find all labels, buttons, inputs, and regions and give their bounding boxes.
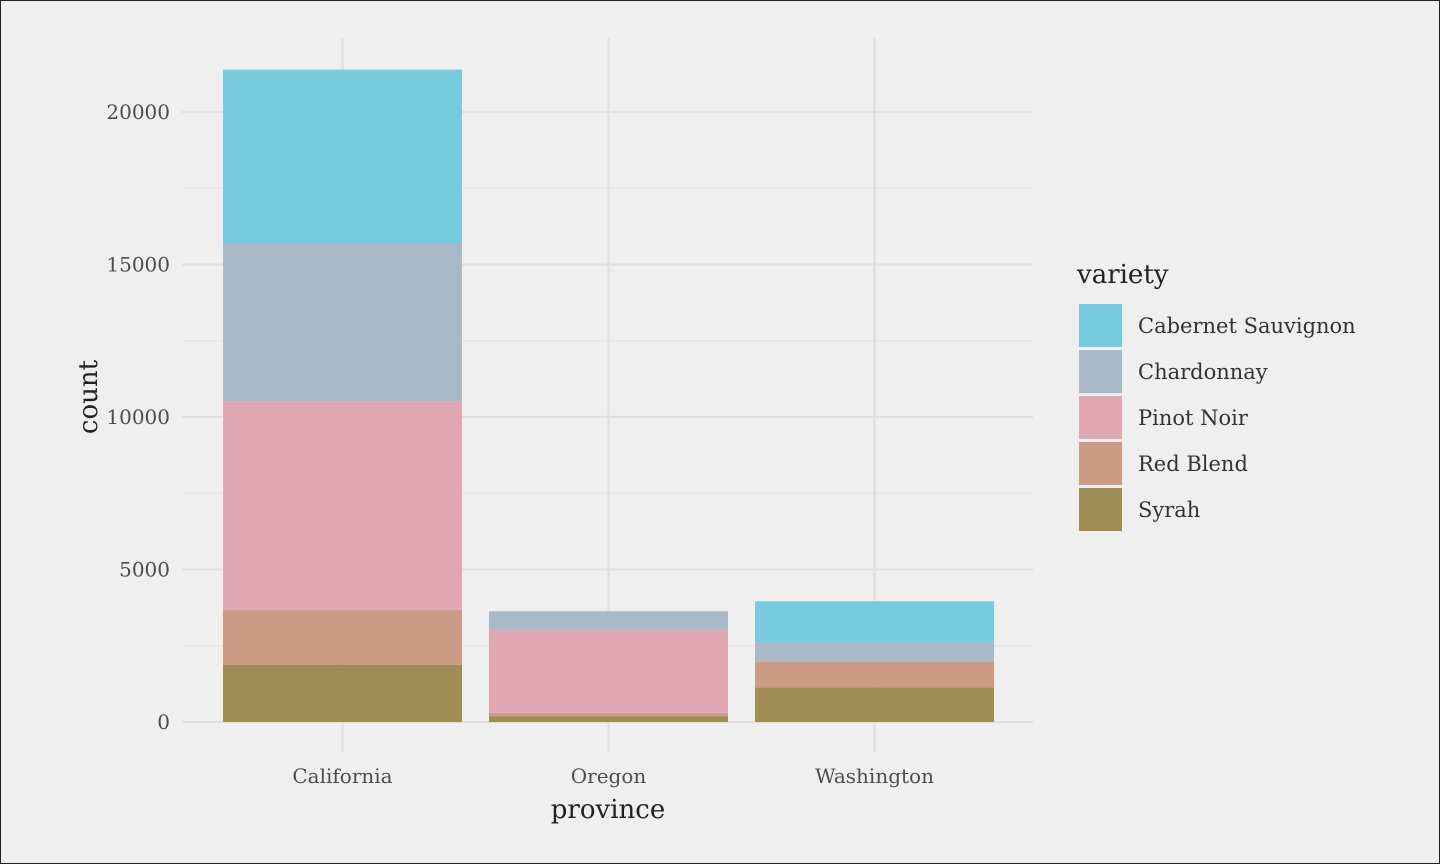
x-tick-label: Oregon: [571, 764, 647, 788]
legend-title: variety: [1076, 260, 1169, 290]
bar-california-cabernet-sauvignon: [223, 69, 462, 244]
x-tick-label: Washington: [815, 764, 934, 788]
bar-oregon-chardonnay: [489, 611, 728, 630]
legend-label: Pinot Noir: [1138, 406, 1249, 430]
legend-swatch: [1079, 304, 1122, 347]
bar-washington-chardonnay: [755, 642, 994, 662]
bar-oregon-syrah: [489, 716, 728, 722]
bar-california-red-blend: [223, 610, 462, 665]
bar-washington-red-blend: [755, 661, 994, 688]
legend-label: Syrah: [1138, 498, 1200, 522]
y-axis-title: count: [74, 359, 104, 434]
bar-california-syrah: [223, 664, 462, 722]
y-tick-label: 20000: [106, 100, 170, 124]
y-tick-label: 0: [157, 710, 170, 734]
legend-label: Red Blend: [1138, 452, 1248, 476]
y-tick-label: 5000: [119, 558, 170, 582]
bar-california-pinot-noir: [223, 401, 462, 611]
x-axis-title: province: [551, 795, 665, 825]
legend-label: Cabernet Sauvignon: [1138, 314, 1356, 338]
legend-swatch: [1079, 396, 1122, 439]
y-tick-label: 15000: [106, 253, 170, 277]
y-tick-label: 10000: [106, 405, 170, 429]
bar-oregon-pinot-noir: [489, 629, 728, 713]
bar-california-chardonnay: [223, 243, 462, 402]
legend-swatch: [1079, 488, 1122, 531]
legend: variety Cabernet Sauvignon Chardonnay Pino…: [1076, 260, 1356, 531]
x-axis-ticks: California Oregon Washington: [292, 764, 934, 788]
x-tick-label: California: [292, 764, 392, 788]
legend-label: Chardonnay: [1138, 360, 1268, 384]
bar-washington-syrah: [755, 687, 994, 722]
bar-washington-cabernet-sauvignon: [755, 601, 994, 643]
bar-oregon-red-blend: [489, 712, 728, 717]
y-axis-ticks: 0 5000 10000 15000 20000: [106, 100, 170, 734]
legend-swatch: [1079, 350, 1122, 393]
legend-swatch: [1079, 442, 1122, 485]
bars: [223, 69, 994, 722]
